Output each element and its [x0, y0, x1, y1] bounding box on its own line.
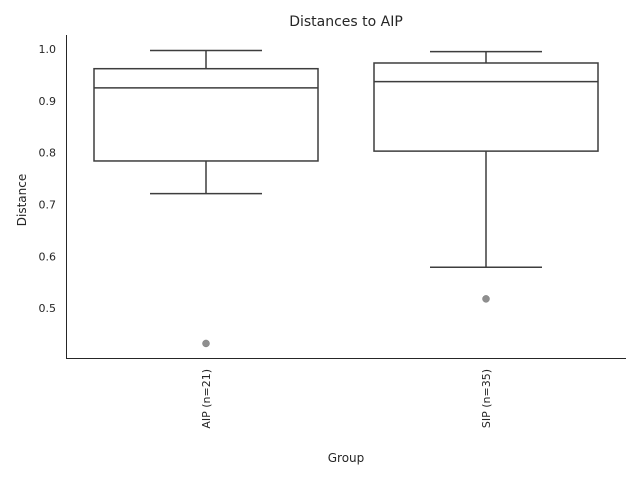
y-axis-ticks: 0.5 0.6 0.7 0.8 0.9 1.0	[39, 43, 57, 315]
box-2	[373, 50, 599, 303]
outlier-point	[202, 339, 210, 348]
y-tick-label: 0.7	[39, 199, 57, 212]
x-tick-label: AIP (n=21)	[200, 369, 213, 429]
y-tick-label: 0.9	[39, 95, 57, 108]
box-group	[93, 49, 599, 348]
x-axis-label: Group	[328, 451, 365, 465]
y-axis-label: Distance	[15, 174, 29, 226]
y-tick-label: 0.6	[39, 250, 57, 263]
y-tick-label: 1.0	[39, 43, 57, 56]
x-axis-ticks: AIP (n=21) SIP (n=35)	[200, 369, 493, 429]
x-tick-label: SIP (n=35)	[480, 369, 493, 428]
iqr-box	[93, 67, 319, 162]
y-tick-label: 0.8	[39, 147, 57, 160]
outlier-point	[482, 295, 490, 303]
iqr-box	[373, 62, 599, 152]
y-tick-label: 0.5	[39, 302, 57, 315]
box-1	[93, 49, 319, 348]
chart-title: Distances to AIP	[289, 14, 403, 30]
